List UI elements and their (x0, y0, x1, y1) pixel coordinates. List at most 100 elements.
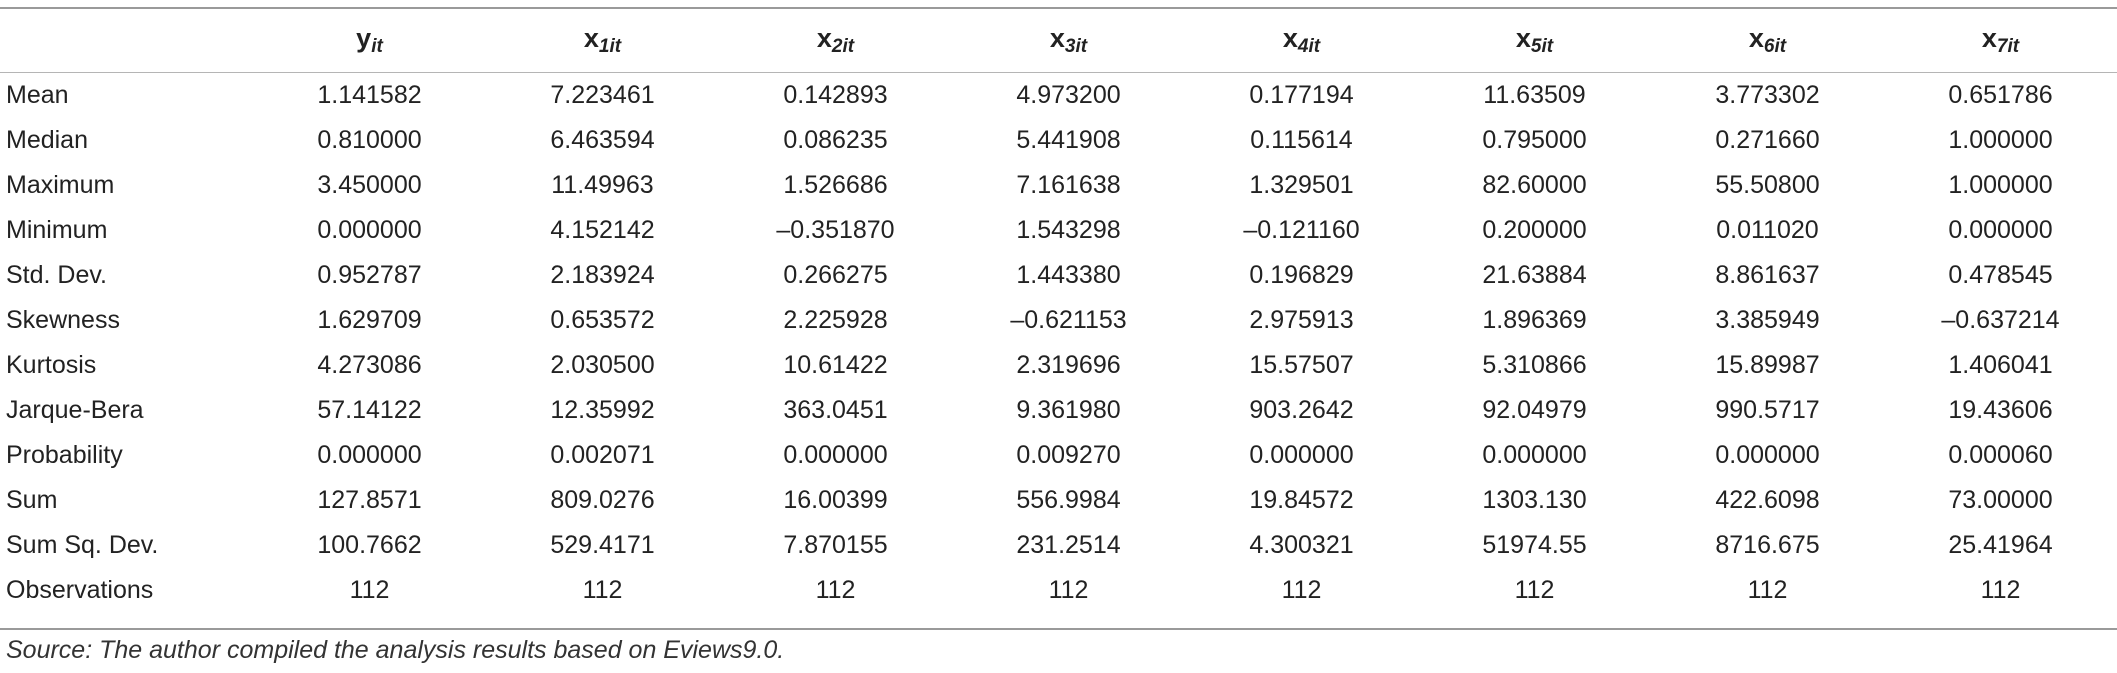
table-cell: 16.00399 (783, 486, 888, 514)
column-header-subscript: 2it (831, 35, 855, 57)
column-header-subscript: 4it (1297, 35, 1321, 57)
table-cell: 112 (349, 576, 390, 604)
table-cell: 82.60000 (1482, 171, 1587, 199)
column-header-variable: y (356, 22, 372, 53)
table-cell: 3.385949 (1715, 306, 1820, 334)
row-label: Skewness (6, 306, 120, 334)
table-cell: 112 (582, 576, 623, 604)
row-label: Probability (6, 441, 123, 469)
table-cell: 363.0451 (783, 396, 888, 424)
row-label: Sum (6, 486, 58, 514)
table-row: Probability 0.000000 0.002071 0.000000 0.009… (0, 433, 2117, 478)
table-row: Sum Sq. Dev. 100.7662 529.4171 7.870155 231.… (0, 523, 2117, 568)
column-header: x2it (719, 7, 952, 73)
table-cell: 4.973200 (1016, 81, 1121, 109)
column-header: x7it (1884, 7, 2117, 73)
table-cell: 0.000000 (1948, 216, 2053, 244)
table-cell: 19.84572 (1249, 486, 1354, 514)
table-cell: 0.000000 (1249, 441, 1354, 469)
table-cell: 1.543298 (1016, 216, 1121, 244)
table-cell: 0.000000 (783, 441, 888, 469)
table-cell: 903.2642 (1249, 396, 1354, 424)
table-cell: 7.223461 (550, 81, 655, 109)
table-cell: 1.896369 (1482, 306, 1587, 334)
table-cell: 0.196829 (1249, 261, 1354, 289)
table-cell: –0.637214 (1941, 306, 2060, 334)
table-row: Skewness 1.629709 0.653572 2.225928 –0.62115… (0, 298, 2117, 343)
table-cell: 2.225928 (783, 306, 888, 334)
table-cell: 21.63884 (1482, 261, 1587, 289)
table-cell: 11.63509 (1483, 81, 1586, 109)
table-cell: 55.50800 (1715, 171, 1820, 199)
row-label: Median (6, 126, 88, 154)
table-header: yit x1it x2it x3it x4it x5it x6it x7it (0, 7, 2117, 73)
column-header-variable: x (583, 22, 599, 53)
row-label: Std. Dev. (6, 261, 107, 289)
column-header: x5it (1418, 7, 1651, 73)
table-cell: 7.870155 (783, 531, 888, 559)
column-header: x6it (1651, 7, 1884, 73)
table-cell: 0.266275 (783, 261, 888, 289)
table-row: Sum 127.8571 809.0276 16.00399 556.9984 19.84… (0, 478, 2117, 523)
table-cell: 19.43606 (1948, 396, 2053, 424)
table-cell: 51974.55 (1482, 531, 1587, 559)
table-top-rule (0, 7, 2117, 9)
table-cell: 556.9984 (1016, 486, 1121, 514)
table-cell: 10.61422 (783, 351, 888, 379)
table-cell: 112 (1048, 576, 1089, 604)
table-cell: 127.8571 (317, 486, 422, 514)
table-cell: 2.030500 (550, 351, 655, 379)
column-header-subscript: 1it (598, 35, 622, 57)
table-cell: 1.443380 (1016, 261, 1121, 289)
table-cell: 6.463594 (550, 126, 655, 154)
table-cell: 809.0276 (550, 486, 655, 514)
table-cell: 0.177194 (1249, 81, 1354, 109)
table-cell: 5.441908 (1016, 126, 1121, 154)
table-row: Median 0.810000 6.463594 0.086235 5.441908 0.… (0, 118, 2117, 163)
table-cell: 57.14122 (317, 396, 422, 424)
table-cell: 8.861637 (1715, 261, 1820, 289)
column-header-variable: x (816, 22, 832, 53)
table-cell: 0.271660 (1715, 126, 1820, 154)
row-label: Maximum (6, 171, 115, 199)
row-label: Jarque-Bera (6, 396, 144, 424)
table-bottom-rule (0, 628, 2117, 630)
table-cell: 0.000000 (317, 216, 422, 244)
row-label: Sum Sq. Dev. (6, 531, 159, 559)
column-header-variable: x (1282, 22, 1298, 53)
column-header-variable: x (1748, 22, 1764, 53)
column-header-subscript: 3it (1064, 35, 1088, 57)
table-cell: 0.000000 (1482, 441, 1587, 469)
table-cell: 1.000000 (1948, 171, 2053, 199)
table-cell: 25.41964 (1948, 531, 2053, 559)
table-cell: –0.121160 (1243, 216, 1360, 244)
column-header-subscript: 7it (1996, 35, 2020, 57)
column-header-subscript: 6it (1763, 35, 1787, 57)
row-label: Minimum (6, 216, 108, 244)
header-stub (0, 7, 253, 73)
table-cell: 0.086235 (783, 126, 888, 154)
table-cell: 112 (1281, 576, 1322, 604)
table-cell: 1.406041 (1948, 351, 2053, 379)
table-cell: 12.35992 (550, 396, 655, 424)
table-cell: 1.526686 (783, 171, 888, 199)
table-cell: 0.009270 (1016, 441, 1121, 469)
table-cell: 112 (815, 576, 856, 604)
table-cell: 15.89987 (1715, 351, 1820, 379)
table-cell: 112 (1980, 576, 2021, 604)
table-cell: 0.142893 (783, 81, 888, 109)
table-row: Maximum 3.450000 11.49963 1.526686 7.161638 1… (0, 163, 2117, 208)
table-cell: 92.04979 (1482, 396, 1587, 424)
table-cell: 11.49963 (551, 171, 654, 199)
table-row: Kurtosis 4.273086 2.030500 10.61422 2.319696… (0, 343, 2117, 388)
table-cell: 2.975913 (1249, 306, 1354, 334)
table-cell: 2.183924 (550, 261, 655, 289)
table-cell: 4.300321 (1249, 531, 1354, 559)
table-cell: 0.478545 (1948, 261, 2053, 289)
table-cell: 73.00000 (1948, 486, 2053, 514)
table-cell: 0.000000 (1715, 441, 1820, 469)
table-cell: 0.653572 (550, 306, 655, 334)
table-row: Minimum 0.000000 4.152142 –0.351870 1.543298… (0, 208, 2117, 253)
row-label: Kurtosis (6, 351, 97, 379)
